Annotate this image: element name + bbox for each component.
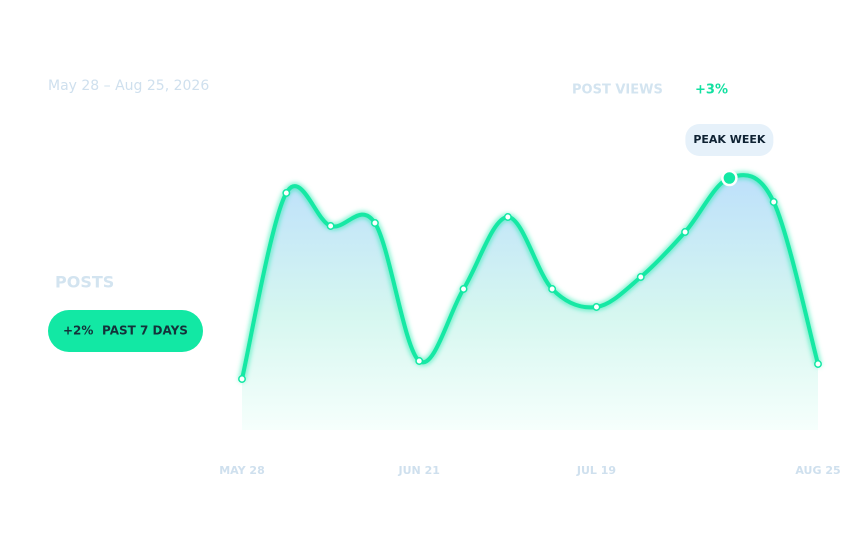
metric-label: POST VIEWS	[572, 83, 663, 98]
badge-change: +2%	[63, 324, 93, 338]
point	[459, 285, 468, 293]
area	[242, 175, 818, 430]
side-label: POSTS	[55, 273, 114, 292]
point	[326, 222, 335, 230]
point	[548, 285, 557, 293]
point	[370, 219, 379, 227]
point	[282, 189, 291, 197]
annotation-text: PEAK WEEK	[693, 133, 766, 146]
peak-point	[721, 169, 738, 187]
point	[415, 357, 424, 365]
x-tick-label: JUL 19	[576, 464, 616, 477]
x-tick-label: MAY 28	[219, 464, 265, 477]
point	[238, 375, 246, 383]
x-tick-label: AUG 25	[795, 464, 840, 477]
point	[681, 228, 690, 236]
x-tick-label: JUN 21	[398, 464, 440, 477]
badge	[48, 310, 203, 352]
annotation-box	[685, 124, 774, 156]
point	[814, 360, 822, 368]
point	[636, 273, 645, 281]
date-range: May 28 – Aug 25, 2026	[48, 78, 209, 94]
point	[769, 198, 778, 206]
metric-change: +3%	[695, 83, 728, 98]
point	[503, 213, 512, 221]
point	[592, 303, 601, 311]
badge-period: PAST 7 DAYS	[102, 324, 188, 338]
